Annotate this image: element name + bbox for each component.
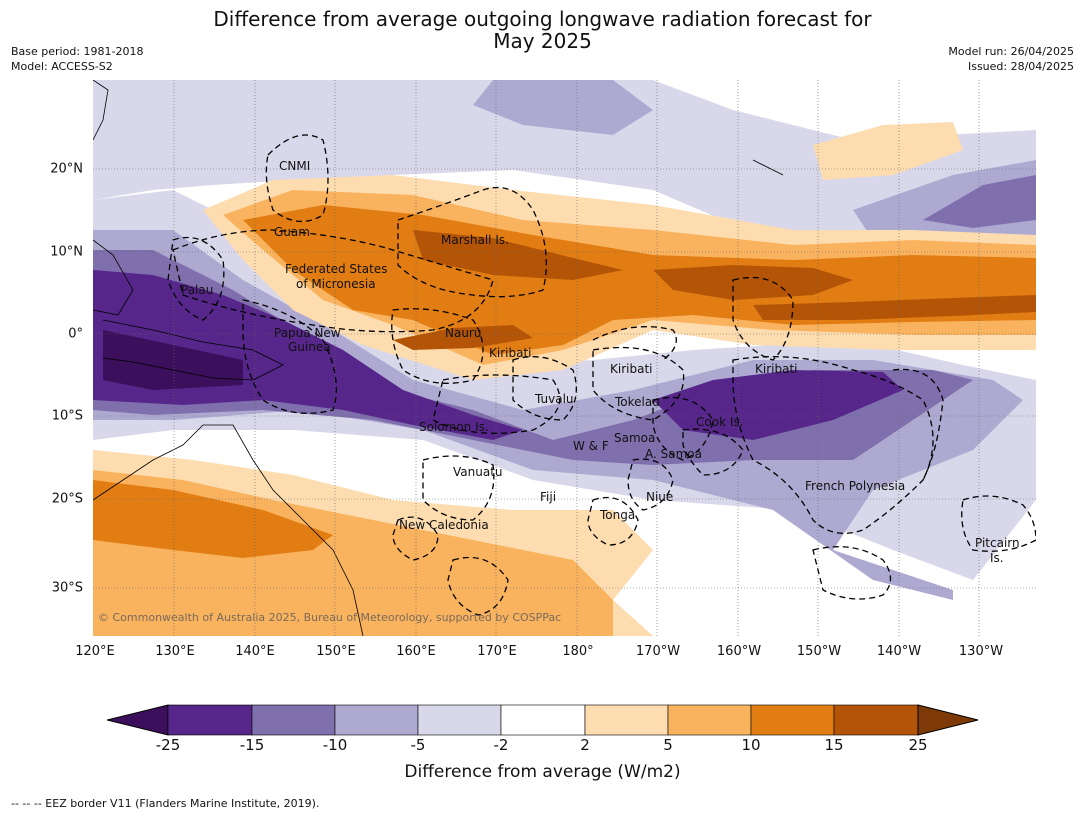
label-pitcairn-2: Is. [990,551,1004,565]
colorbar-high-arrow [917,704,979,736]
x-tick-label: 140°W [876,644,922,659]
colorbar-tick: 10 [741,736,761,754]
x-tick-label: 130°E [155,644,195,659]
label-niue: Niue [646,490,673,504]
colorbar-segment [750,704,835,736]
label-png-2: Guinea [288,340,331,354]
model-run: Model run: 26/04/2025 [948,45,1074,58]
anomaly-band-north-light [93,80,1036,250]
base-period: Base period: 1981-2018 [11,45,144,58]
title-line-1: Difference from average outgoing longwav… [213,7,872,31]
colorbar-segment [167,704,253,736]
anomaly-east-north-dark [923,175,1036,228]
label-palau: Palau [181,283,213,297]
label-american-samoa: A. Samoa [645,447,702,461]
label-cnmi: CNMI [279,159,310,173]
meta-left: Base period: 1981-2018 Model: ACCESS-S2 [11,44,143,74]
colorbar-segment [251,704,336,736]
colorbar [106,704,979,740]
x-tick-label: 150°E [316,644,356,659]
label-fsm-1: Federated States [285,262,387,276]
x-tick-label: 130°W [958,644,1004,659]
graticule [93,168,1036,589]
copyright-notice: © Commonwealth of Australia 2025, Bureau… [98,611,561,624]
colorbar-tick: -15 [239,736,265,754]
x-tick-label: 180° [562,644,594,659]
label-fsm-2: of Micronesia [296,277,376,291]
label-samoa: Samoa [614,431,655,445]
colorbar-segment [334,704,419,736]
anomaly-orange-darkest-4 [393,325,533,350]
label-pitcairn-1: Pitcairn [975,536,1020,550]
label-fiji: Fiji [540,490,556,504]
colorbar-segment [833,704,919,736]
label-new-caledonia: New Caledonia [399,518,489,532]
colorbar-svg [106,704,979,736]
y-tick-label: 10°S [51,408,83,424]
label-french-polynesia: French Polynesia [805,479,905,493]
label-tokelau: Tokelau [614,395,660,409]
colorbar-tick: -2 [493,736,509,754]
y-tick-label: 20°S [51,491,83,507]
meta-right: Model run: 26/04/2025 Issued: 28/04/2025 [948,44,1074,74]
colorbar-title: Difference from average (W/m2) [404,762,681,782]
model-name: Model: ACCESS-S2 [11,60,113,73]
colorbar-tick: 15 [824,736,844,754]
anomaly-north-mid [473,80,653,135]
x-tick-label: 170°E [477,644,517,659]
x-tick-label: 120°E [75,644,115,659]
x-tick-label: 170°W [635,644,681,659]
label-tonga: Tonga [599,508,635,522]
region-labels: CNMI Guam Marshall Is. Federated States … [181,159,1020,565]
label-guam: Guam [274,225,310,239]
issued-date: Issued: 28/04/2025 [967,60,1074,73]
coastlines [93,80,784,636]
colorbar-segment [584,704,669,736]
y-tick-label: 20°N [50,161,83,177]
anomaly-west-purple-mid [93,230,1023,600]
anomaly-orange-darkest-2 [653,265,853,300]
label-marshall: Marshall Is. [441,233,509,247]
y-tick-label: 30°S [51,580,83,596]
map-svg: © Commonwealth of Australia 2025, Bureau… [93,80,1036,636]
label-kiribati-central: Kiribati [610,362,652,376]
colorbar-segment [417,704,502,736]
colorbar-low-arrow [106,704,169,736]
x-tick-label: 160°W [716,644,762,659]
anomaly-west-purple-deep [93,270,523,440]
x-tick-label: 160°E [396,644,436,659]
colorbar-segment [500,704,586,736]
label-png-1: Papua New [274,326,341,340]
x-tick-label: 140°E [235,644,275,659]
x-tick-label: 150°W [796,644,842,659]
colorbar-tick: -5 [410,736,426,754]
colorbar-tick: -25 [155,736,181,754]
colorbar-tick: 25 [908,736,928,754]
label-solomon: Solomon Is. [419,420,489,434]
label-tuvalu: Tuvalu [534,392,574,406]
anomaly-orange-darkest-1 [413,230,623,280]
label-cook-islands: Cook Is. [696,415,743,429]
anomaly-orange-darkest-3 [753,295,1036,320]
label-vanuatu: Vanuatu [453,465,503,479]
colorbar-tick: -10 [322,736,348,754]
anomaly-ne-patch [813,122,963,180]
label-wallis-futuna: W & F [573,439,609,453]
anomaly-central-deep [653,370,903,440]
label-nauru: Nauru [445,326,481,340]
y-tick-label: 10°N [50,244,83,260]
colorbar-tick: 2 [580,736,590,754]
anomaly-core-darkest [103,330,243,390]
eez-borders [167,134,1036,616]
colorbar-segment [667,704,752,736]
title-line-2: May 2025 [493,29,592,53]
label-kiribati-east: Kiribati [755,362,797,376]
anomaly-sw-deep [93,480,333,558]
label-kiribati-west: Kiribati [489,346,531,360]
y-tick-label: 0° [68,326,83,342]
olr-anomaly-map: © Commonwealth of Australia 2025, Bureau… [93,80,1036,636]
eez-footnote: -- -- -- EEZ border V11 (Flanders Marine… [11,797,320,810]
chart-title: Difference from average outgoing longwav… [0,8,1085,52]
colorbar-tick: 5 [663,736,673,754]
